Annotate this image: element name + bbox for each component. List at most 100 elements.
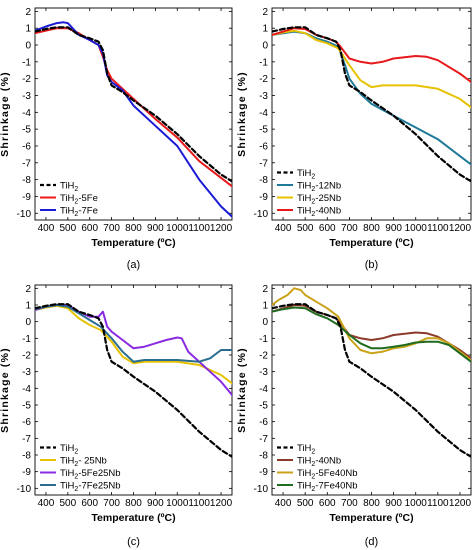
y-tick-label: 1 <box>262 301 268 312</box>
x-tick-label: 700 <box>103 223 120 234</box>
panel-label: (b) <box>365 259 378 271</box>
x-tick-label: 500 <box>297 498 314 509</box>
y-tick-label: -9 <box>22 467 31 478</box>
x-axis-label: Temperature (ºC) <box>91 512 175 524</box>
y-tick-label: 0 <box>262 317 268 328</box>
x-axis-label: Temperature (ºC) <box>329 512 413 524</box>
chart-panel-2: 2 1 0 -1 -2 -3 -4 -5 -6 -7 -8 -9 -10 400 500 600 700 800 9… <box>236 7 472 271</box>
y-tick-label: -2 <box>22 74 31 85</box>
y-tick-label: -5 <box>22 125 31 136</box>
series-line-tih2-25nb <box>272 29 471 109</box>
x-tick-label: 1200 <box>449 498 472 509</box>
x-tick-label: 700 <box>103 498 120 509</box>
y-tick-label: 2 <box>262 284 268 295</box>
y-tick-label: -8 <box>259 175 268 186</box>
plot-frame <box>271 284 472 496</box>
legend-entry-label: TiH2-5Fe25Nb <box>60 468 121 481</box>
y-tick-label: -2 <box>259 351 268 362</box>
y-tick-label: -7 <box>259 158 268 169</box>
series-line-tih2-7fe25nb <box>35 304 232 363</box>
y-tick-label: -3 <box>22 367 31 378</box>
series-line-tih2 <box>35 303 232 458</box>
y-tick-label: -9 <box>259 192 268 203</box>
panel-label: (d) <box>365 536 378 548</box>
x-tick-label: 400 <box>275 498 292 509</box>
legend-entry-label: TiH2 <box>60 443 78 456</box>
series-line-tih2-5fe40nb <box>272 287 471 361</box>
legend-entry-label: TiH2-7Fe25Nb <box>60 481 121 494</box>
y-tick-label: 1 <box>262 24 268 35</box>
y-tick-label: -3 <box>22 91 31 102</box>
x-tick-label: 800 <box>363 498 380 509</box>
x-tick-label: 700 <box>341 223 358 234</box>
x-tick-label: 400 <box>38 223 55 234</box>
y-tick-label: -2 <box>22 351 31 362</box>
x-tick-label: 800 <box>125 223 142 234</box>
y-tick-label: 1 <box>25 24 31 35</box>
plot-frame <box>34 7 233 221</box>
y-tick-label: -4 <box>259 384 268 395</box>
x-tick-label: 1000 <box>166 223 189 234</box>
y-tick-label: -10 <box>254 209 269 220</box>
y-tick-label: -5 <box>259 401 268 412</box>
x-tick-label: 700 <box>341 498 358 509</box>
y-tick-label: 2 <box>25 284 31 295</box>
y-tick-label: -6 <box>22 417 31 428</box>
x-tick-label: 1200 <box>449 223 472 234</box>
panel-label: (a) <box>127 259 140 271</box>
y-tick-label: -7 <box>22 158 31 169</box>
legend-entry-label: TiH2 <box>297 168 315 181</box>
y-tick-label: -6 <box>259 417 268 428</box>
y-tick-label: -4 <box>22 108 31 119</box>
y-axis-label: Shrinkage (%) <box>236 71 248 157</box>
x-tick-label: 600 <box>319 498 336 509</box>
series-line-tih2-25nb <box>35 304 232 385</box>
x-tick-label: 900 <box>147 498 164 509</box>
series-line-tih2-40nb <box>272 27 471 83</box>
y-tick-label: -9 <box>259 467 268 478</box>
x-tick-label: 500 <box>59 223 76 234</box>
plot-frame <box>34 284 233 496</box>
x-axis-label: Temperature (ºC) <box>91 237 175 249</box>
x-tick-label: 900 <box>385 223 402 234</box>
x-tick-label: 500 <box>59 498 76 509</box>
legend-entry-label: TiH2-40Nb <box>297 206 341 219</box>
y-tick-label: -1 <box>259 334 268 345</box>
y-tick-label: -10 <box>254 484 269 495</box>
y-tick-label: -9 <box>22 192 31 203</box>
x-tick-label: 1000 <box>405 223 428 234</box>
legend-entry-label: TiH2-5Fe <box>60 193 98 206</box>
y-tick-label: -6 <box>22 141 31 152</box>
x-tick-label: 1000 <box>166 498 189 509</box>
legend-entry-label: TiH2 <box>60 181 78 194</box>
y-tick-label: 0 <box>262 41 268 52</box>
legend-entry-label: TiH2-5Fe40Nb <box>297 468 358 481</box>
series-line-tih2 <box>272 303 471 458</box>
x-tick-label: 1200 <box>210 498 233 509</box>
y-tick-label: -10 <box>17 484 32 495</box>
y-tick-label: 0 <box>25 317 31 328</box>
y-tick-label: -5 <box>22 401 31 412</box>
chart-panel-3: 2 1 0 -1 -2 -3 -4 -5 -6 -7 -8 -9 -10 400 500 600 700 800 9… <box>0 284 233 548</box>
y-tick-label: -6 <box>259 141 268 152</box>
legend-entry-label: TiH2-25Nb <box>297 193 341 206</box>
legend-entry-label: TiH2-7Fe40Nb <box>297 481 358 494</box>
x-tick-label: 1100 <box>427 498 449 509</box>
y-tick-label: 2 <box>262 7 268 18</box>
legend-entry-label: TiH2-12Nb <box>297 181 341 194</box>
y-tick-label: -4 <box>22 384 31 395</box>
x-tick-label: 1200 <box>210 223 233 234</box>
x-tick-label: 600 <box>319 223 336 234</box>
x-tick-label: 900 <box>147 223 164 234</box>
y-tick-label: -1 <box>22 334 31 345</box>
y-tick-label: -4 <box>259 108 268 119</box>
y-tick-label: -8 <box>22 451 31 462</box>
y-tick-label: -1 <box>259 57 268 68</box>
x-tick-label: 600 <box>81 223 98 234</box>
panel-label: (c) <box>127 536 140 548</box>
x-tick-label: 400 <box>38 498 55 509</box>
x-tick-label: 600 <box>81 498 98 509</box>
y-tick-label: -10 <box>17 209 32 220</box>
chart-panel-4: 2 1 0 -1 -2 -3 -4 -5 -6 -7 -8 -9 -10 400 500 600 700 800 9… <box>236 284 472 548</box>
